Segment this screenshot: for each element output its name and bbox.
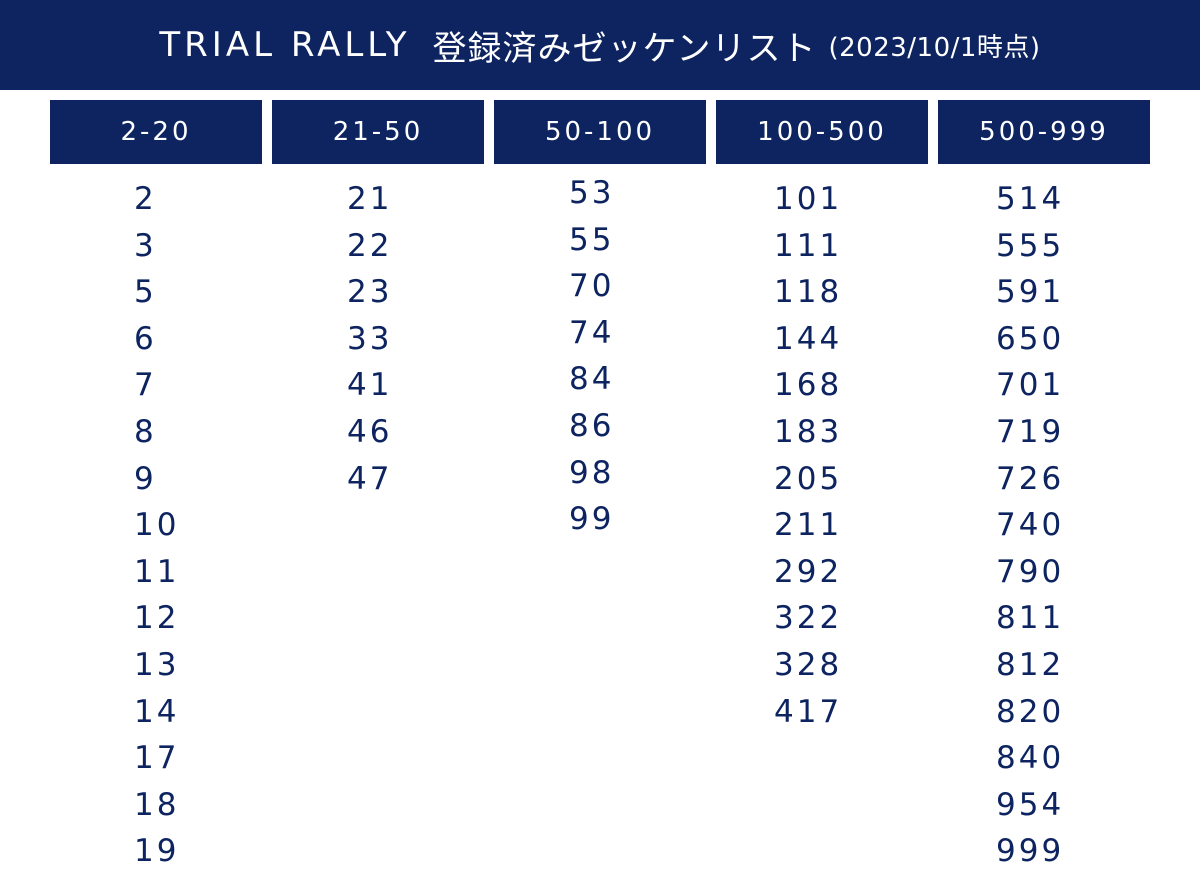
race-number: 101 xyxy=(774,181,843,217)
race-number: 47 xyxy=(347,460,393,497)
number-list: 2 3 5 6 7 8 9 10 11 12 13 14 17 18 19 xyxy=(50,164,262,875)
race-number: 183 xyxy=(774,413,843,450)
race-number: 840 xyxy=(996,740,1065,777)
race-number: 417 xyxy=(774,693,843,730)
race-number: 12 xyxy=(134,600,180,637)
column-21-50: 21-50 21 22 23 33 41 46 47 xyxy=(272,100,484,875)
column-500-999: 500-999 514 555 591 650 701 719 726 740 790 811 81… xyxy=(938,100,1150,875)
race-number: 86 xyxy=(569,407,615,444)
race-number: 954 xyxy=(996,786,1065,823)
race-number: 591 xyxy=(996,274,1065,311)
race-number: 98 xyxy=(569,454,615,491)
race-number: 5 xyxy=(134,274,157,311)
race-number: 555 xyxy=(996,227,1065,264)
race-number: 328 xyxy=(774,646,843,683)
race-number: 14 xyxy=(134,693,180,730)
race-number: 726 xyxy=(996,460,1065,497)
race-number: 17 xyxy=(134,740,180,777)
race-number: 701 xyxy=(996,367,1065,404)
column-header: 50-100 xyxy=(494,100,706,164)
race-number: 719 xyxy=(996,413,1065,450)
number-list: 514 555 591 650 701 719 726 740 790 811 812 820 840 9… xyxy=(938,164,1150,875)
brand-title: TRIAL RALLY xyxy=(159,25,411,65)
number-list: 101 111 118 144 168 183 205 211 292 322 328 417 xyxy=(716,164,928,735)
race-number: 8 xyxy=(134,413,157,450)
race-number: 9 xyxy=(134,460,157,497)
race-number: 118 xyxy=(774,274,843,311)
race-number: 999 xyxy=(996,833,1065,870)
race-number: 144 xyxy=(774,320,843,357)
race-number: 811 xyxy=(996,600,1065,637)
race-number: 6 xyxy=(134,320,157,357)
column-header: 500-999 xyxy=(938,100,1150,164)
column-2-20: 2-20 2 3 5 6 7 8 9 10 11 12 13 14 17 18 19 xyxy=(50,100,262,875)
race-number: 111 xyxy=(774,227,843,264)
race-number: 74 xyxy=(569,314,615,351)
race-number: 55 xyxy=(569,221,615,258)
number-columns: 2-20 2 3 5 6 7 8 9 10 11 12 13 14 17 18 19 21-50 21 22 2… xyxy=(50,100,1151,875)
race-number: 84 xyxy=(569,361,615,398)
race-number: 70 xyxy=(569,268,615,305)
race-number: 19 xyxy=(134,833,180,870)
list-title: 登録済みゼッケンリスト xyxy=(432,28,817,69)
race-number: 3 xyxy=(134,227,157,264)
race-number: 740 xyxy=(996,507,1065,544)
column-header: 21-50 xyxy=(272,100,484,164)
race-number: 18 xyxy=(134,786,180,823)
race-number: 514 xyxy=(996,181,1065,217)
as-of-date: (2023/10/1時点) xyxy=(828,32,1041,63)
column-100-500: 100-500 101 111 118 144 168 183 205 211 292 322 32… xyxy=(716,100,928,875)
race-number: 7 xyxy=(134,367,157,404)
race-number: 33 xyxy=(347,320,393,357)
race-number: 23 xyxy=(347,274,393,311)
title-banner: TRIAL RALLY 登録済みゼッケンリスト (2023/10/1時点) xyxy=(0,0,1200,90)
race-number: 21 xyxy=(347,181,393,217)
race-number: 46 xyxy=(347,413,393,450)
race-number: 650 xyxy=(996,320,1065,357)
race-number: 53 xyxy=(569,175,615,211)
race-number: 11 xyxy=(134,553,180,590)
race-number: 22 xyxy=(347,227,393,264)
race-number: 812 xyxy=(996,646,1065,683)
race-number: 790 xyxy=(996,553,1065,590)
race-number: 99 xyxy=(569,501,615,538)
number-list: 53 55 70 74 84 86 98 99 xyxy=(494,164,706,543)
race-number: 13 xyxy=(134,646,180,683)
number-list: 21 22 23 33 41 46 47 xyxy=(272,164,484,502)
race-number: 41 xyxy=(347,367,393,404)
race-number: 211 xyxy=(774,507,843,544)
column-header: 2-20 xyxy=(50,100,262,164)
race-number: 10 xyxy=(134,507,180,544)
race-number: 2 xyxy=(134,181,157,217)
column-50-100: 50-100 53 55 70 74 84 86 98 99 xyxy=(494,100,706,875)
race-number: 322 xyxy=(774,600,843,637)
race-number: 820 xyxy=(996,693,1065,730)
race-number: 292 xyxy=(774,553,843,590)
race-number: 168 xyxy=(774,367,843,404)
column-header: 100-500 xyxy=(716,100,928,164)
race-number: 205 xyxy=(774,460,843,497)
